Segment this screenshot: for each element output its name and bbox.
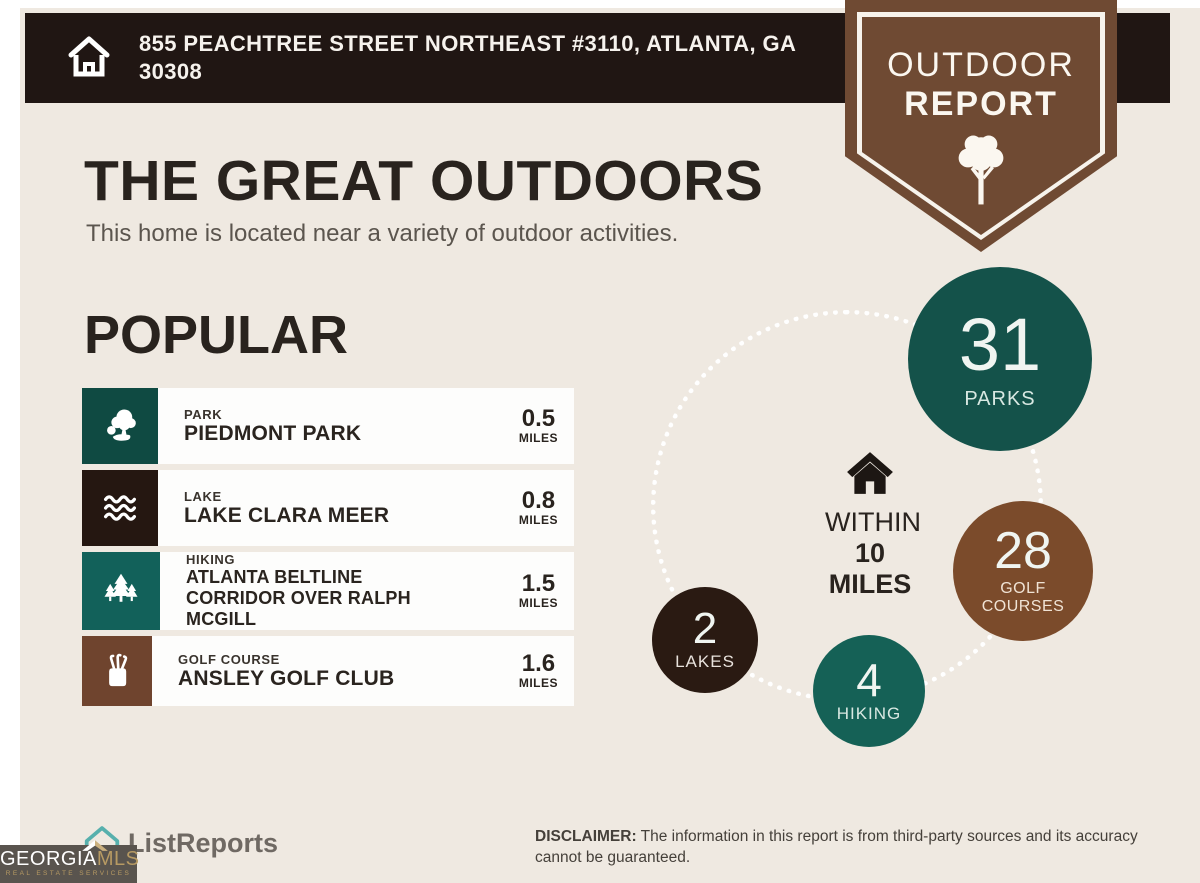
item-distance-unit: MILES: [518, 596, 558, 610]
hiking-label: HIKING: [836, 704, 902, 723]
lake-waves-icon: [82, 470, 158, 546]
golf-count: 28: [994, 522, 1052, 580]
item-name: LAKE CLARA MEER: [184, 503, 390, 527]
list-item-golf: GOLF COURSE ANSLEY GOLF CLUB 1.6 MILES: [82, 636, 574, 706]
miles-label: 10 MILES: [828, 538, 912, 599]
disclaimer-text: The information in this report is from t…: [535, 828, 1138, 866]
lakes-label: LAKES: [675, 652, 735, 671]
item-name: PIEDMONT PARK: [184, 421, 362, 445]
page-subtitle: This home is located near a variety of o…: [86, 220, 679, 247]
lakes-count-bubble: 2 LAKES: [652, 587, 758, 693]
badge-title-line1: OUTDOOR: [887, 46, 1075, 84]
parks-count-bubble: 31 PARKS: [908, 267, 1092, 451]
item-distance-unit: MILES: [518, 431, 558, 445]
disclaimer: DISCLAIMER: The information in this repo…: [535, 826, 1155, 868]
item-category: GOLF COURSE: [178, 651, 280, 667]
list-item-lake: LAKE LAKE CLARA MEER 0.8 MILES: [82, 470, 574, 546]
item-category: PARK: [184, 406, 223, 422]
mls-tagline: REAL ESTATE SERVICES: [5, 870, 132, 877]
list-item-park: PARK PIEDMONT PARK 0.5 MILES: [82, 388, 574, 464]
golf-bag-icon: [82, 636, 152, 706]
item-distance: 0.5: [521, 405, 556, 432]
listreports-logo: ListReports: [82, 824, 278, 863]
outdoor-report-badge: OUTDOOR REPORT: [845, 0, 1117, 252]
pine-trees-icon: [82, 552, 160, 630]
popular-list: PARK PIEDMONT PARK 0.5 MILES: [82, 388, 574, 706]
lakes-count: 2: [692, 604, 718, 653]
item-distance: 1.6: [521, 650, 556, 677]
address-line-2: 30308: [139, 59, 203, 84]
item-name: ANSLEY GOLF CLUB: [178, 666, 395, 690]
hiking-count-bubble: 4 HIKING: [813, 635, 925, 747]
listreports-wordmark: ListReports: [128, 828, 279, 858]
page-title: THE GREAT OUTDOORS: [84, 149, 764, 213]
home-icon: [65, 34, 113, 83]
address-line-1: 855 PEACHTREE STREET NORTHEAST #3110, AT…: [139, 31, 797, 56]
item-distance: 1.5: [521, 570, 556, 597]
property-address: 855 PEACHTREE STREET NORTHEAST #3110, AT…: [139, 30, 796, 86]
park-tree-icon: [82, 388, 158, 464]
golf-count-bubble: 28 GOLF COURSES: [953, 501, 1093, 641]
popular-section-title: POPULAR: [84, 305, 349, 365]
item-distance: 0.8: [521, 487, 556, 514]
mls-name-primary: GEORGIA: [0, 848, 97, 870]
radius-center: WITHIN 10 MILES: [825, 450, 921, 600]
disclaimer-label: DISCLAIMER:: [535, 828, 637, 845]
item-distance-unit: MILES: [518, 513, 558, 527]
golf-label: GOLF COURSES: [981, 580, 1065, 615]
within-label: WITHIN: [825, 507, 921, 537]
parks-count: 31: [958, 302, 1042, 386]
tree-icon: [950, 135, 1012, 212]
georgia-mls-logo: GEORGIAMLS REAL ESTATE SERVICES: [0, 840, 140, 883]
item-category: LAKE: [184, 488, 222, 504]
badge-title-line2: REPORT: [904, 85, 1058, 123]
list-item-hiking: HIKING ATLANTA BELTLINE CORRIDOR OVER RA…: [82, 552, 574, 630]
item-distance-unit: MILES: [518, 676, 558, 690]
item-category: HIKING: [186, 552, 236, 567]
hiking-count: 4: [856, 654, 882, 706]
home-icon-center: [845, 452, 895, 500]
parks-label: PARKS: [964, 387, 1036, 410]
mls-name-secondary: MLS: [96, 848, 140, 870]
item-name: ATLANTA BELTLINE CORRIDOR OVER RALPH MCG…: [186, 567, 411, 629]
